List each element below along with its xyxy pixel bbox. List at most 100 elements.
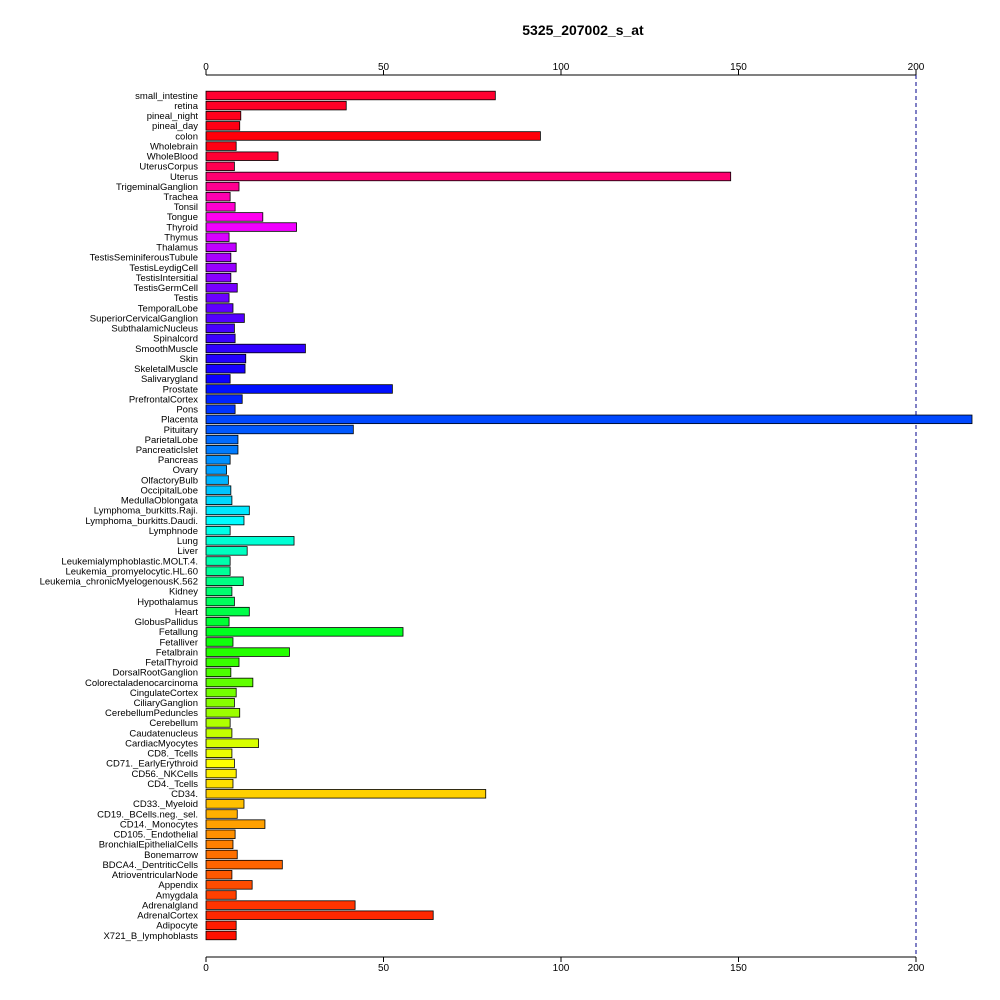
bar — [205, 859, 283, 870]
category-label: Liver — [177, 546, 198, 557]
bar — [205, 394, 243, 404]
category-label: UterusCorpus — [139, 162, 198, 173]
category-label: SuperiorCervicalGanglion — [90, 313, 198, 324]
category-label: colon — [175, 131, 198, 142]
bottom-axis: 0 50 100 150 200 — [203, 956, 925, 974]
category-label: TestisSeminiferousTubule — [90, 253, 198, 264]
category-label: Thyroid — [166, 222, 198, 233]
category-label: Ovary — [173, 465, 199, 476]
bar — [205, 384, 393, 394]
category-label: SmoothMuscle — [135, 344, 198, 355]
bar — [205, 121, 241, 131]
bar — [205, 465, 227, 475]
category-label: CingulateCortex — [130, 688, 198, 699]
bar — [205, 728, 233, 738]
bar — [205, 738, 259, 748]
bar — [205, 930, 237, 941]
category-label: Uterus — [170, 172, 198, 183]
bar — [205, 849, 238, 860]
category-label: CardiacMyocytes — [125, 738, 198, 749]
category-label: Wholebrain — [150, 141, 198, 152]
category-label: TemporalLobe — [138, 303, 198, 314]
category-label: TestisIntersitial — [136, 273, 198, 284]
bar — [205, 100, 347, 111]
category-label: Fetalliver — [159, 637, 198, 648]
bar — [205, 799, 245, 809]
bar — [205, 90, 496, 101]
category-label: CD14._Monocytes — [120, 819, 198, 830]
category-label: Spinalcord — [153, 334, 198, 345]
bar — [205, 880, 253, 890]
bar — [205, 546, 248, 556]
category-label: Adrenalgland — [142, 900, 198, 911]
bar — [205, 455, 231, 465]
bar — [205, 809, 238, 819]
bar — [205, 272, 232, 283]
category-label: Cerebellum — [149, 718, 198, 729]
category-label: Colorectaladenocarcinoma — [85, 678, 199, 689]
category-label: Heart — [175, 607, 199, 618]
bar — [205, 536, 295, 546]
category-label: CD4._Tcells — [147, 779, 198, 790]
bar — [205, 829, 236, 839]
category-label: BDCA4._DentriticCells — [102, 860, 198, 871]
category-label: CD19._BCells.neg._sel. — [97, 809, 198, 820]
bar — [205, 111, 242, 121]
bar — [205, 202, 236, 212]
category-label: DorsalRootGanglion — [112, 668, 198, 679]
bar — [205, 637, 234, 647]
category-label: Lymphnode — [149, 526, 198, 537]
bar — [205, 819, 266, 829]
bottom-axis-tick-label: 50 — [378, 963, 390, 974]
category-labels-group: small_intestineretinapineal_nightpineal_… — [40, 91, 199, 942]
category-label: CD34. — [171, 789, 198, 800]
category-label: CD56._NKCells — [131, 769, 198, 780]
bar — [205, 424, 354, 435]
bar — [205, 748, 233, 759]
bar — [205, 333, 236, 344]
bar — [205, 778, 234, 789]
category-label: Caudatenucleus — [129, 728, 198, 739]
bottom-axis-tick-label: 0 — [203, 963, 209, 974]
category-label: Thalamus — [156, 243, 198, 254]
bar — [205, 414, 973, 425]
bar — [205, 566, 231, 576]
category-label: GlobusPallidus — [135, 617, 199, 628]
chart-title: 5325_207002_s_at — [522, 22, 644, 38]
bar — [205, 343, 306, 354]
category-label: CerebellumPeduncles — [105, 708, 198, 719]
bar — [205, 212, 264, 222]
category-label: X721_B_lymphoblasts — [103, 931, 198, 942]
bar — [205, 525, 231, 536]
category-label: Pituitary — [164, 425, 199, 436]
category-label: Kidney — [169, 587, 198, 598]
category-label: OccipitalLobe — [140, 485, 198, 496]
bar — [205, 434, 239, 445]
bar — [205, 141, 237, 151]
bar — [205, 374, 231, 384]
category-label: Pancreas — [158, 455, 198, 466]
bar — [205, 364, 246, 374]
category-label: AdrenalCortex — [137, 911, 198, 922]
bar — [205, 758, 235, 769]
category-label: Thymus — [164, 232, 198, 243]
top-axis-tick-label: 100 — [553, 62, 570, 73]
bar — [205, 870, 233, 880]
bar — [205, 617, 230, 627]
category-label: Leukemia_promyelocytic.HL.60 — [65, 566, 198, 577]
category-label: FetalThyroid — [145, 658, 198, 669]
category-label: Lung — [177, 536, 198, 547]
bottom-axis-tick-label: 100 — [553, 963, 570, 974]
bar — [205, 262, 237, 273]
category-label: MedullaOblongata — [121, 496, 199, 507]
bar — [205, 708, 241, 718]
bar — [205, 151, 279, 161]
category-label: pineal_night — [147, 111, 199, 122]
bar — [205, 505, 250, 516]
category-label: small_intestine — [135, 91, 198, 102]
bar — [205, 910, 434, 920]
category-label: Adipocyte — [156, 921, 198, 932]
bar — [205, 485, 232, 495]
bar — [205, 232, 230, 242]
